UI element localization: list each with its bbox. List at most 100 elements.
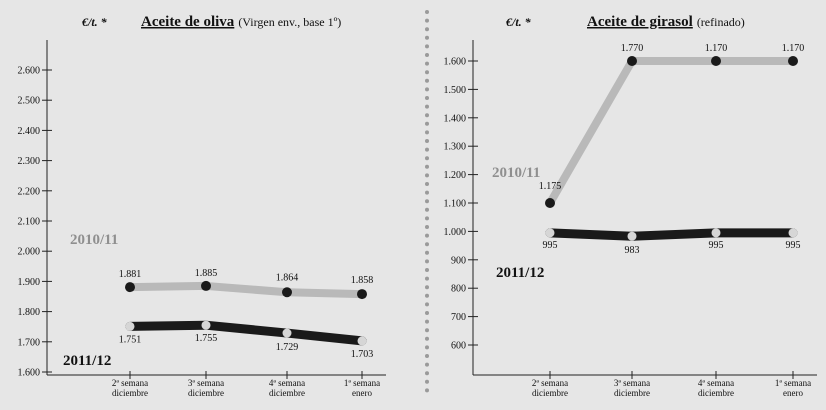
divider-dot (425, 354, 429, 358)
y-tick-label: 700 (451, 312, 466, 323)
y-tick-label: 1.100 (444, 199, 467, 210)
y-tick-label: 800 (451, 284, 466, 295)
series-name-label: 2010/11 (492, 165, 540, 181)
data-point (201, 320, 211, 330)
divider-dot (425, 268, 429, 272)
divider-dot (425, 78, 429, 83)
divider-dot (425, 53, 429, 57)
x-tick-label: diciembre (112, 388, 148, 398)
chart-title-group: Aceite de girasol (refinado) (587, 14, 745, 30)
divider-dot (425, 139, 429, 143)
data-point (201, 280, 211, 291)
data-label: 1.881 (119, 269, 142, 280)
y-tick-label: 600 (451, 341, 466, 352)
data-point (788, 228, 798, 238)
divider-dot (425, 242, 429, 247)
data-point (627, 56, 637, 66)
panel-divider (425, 10, 429, 393)
data-label: 1.751 (119, 334, 142, 345)
x-tick-label: 4ª semana (269, 378, 305, 388)
y-tick-label: 1.900 (18, 277, 41, 288)
y-tick-label: 1.700 (18, 337, 41, 348)
divider-dot (425, 44, 429, 49)
divider-dot (425, 285, 429, 290)
data-point (125, 282, 135, 293)
divider-dot (425, 311, 429, 315)
data-point (357, 336, 367, 346)
data-label: 995 (543, 240, 558, 251)
y-tick-label: 1.600 (444, 57, 467, 68)
y-tick-label: 1.500 (444, 85, 467, 96)
y-tick-label: 1.600 (18, 368, 41, 379)
x-tick-label: enero (352, 388, 372, 398)
divider-dot (425, 388, 429, 393)
y-tick-label: 1.400 (444, 113, 467, 124)
divider-dot (425, 87, 429, 92)
x-tick-label: 4ª semana (698, 378, 734, 388)
divider-dot (425, 328, 429, 333)
x-tick-label: diciembre (269, 388, 305, 398)
divider-dot (425, 173, 429, 178)
sunflower-oil-chart: €/t. * Aceite de girasol (refinado) 600 700 8… (444, 14, 817, 398)
divider-dot (425, 207, 429, 212)
chart-title: Aceite de girasol (587, 14, 693, 30)
divider-dot (425, 233, 429, 238)
data-label: 995 (786, 240, 801, 251)
divider-dot (425, 190, 429, 195)
y-tick-label: 2.100 (18, 217, 41, 228)
data-label: 1.729 (276, 342, 299, 353)
y-tick-label: 1.200 (444, 170, 467, 181)
y-tick-label: 2.600 (18, 66, 41, 77)
x-tick-label: enero (783, 388, 803, 398)
divider-dot (425, 121, 429, 126)
divider-dot (425, 302, 429, 307)
data-point (545, 228, 555, 238)
divider-dot (425, 319, 429, 324)
divider-dot (425, 130, 429, 135)
data-point (788, 56, 798, 66)
divider-dot (425, 104, 429, 109)
chart-subtitle: (Virgen env., base 1º) (238, 15, 341, 29)
divider-dot (425, 70, 429, 75)
series-name-label: 2011/12 (63, 353, 111, 369)
data-label: 1.755 (195, 333, 218, 344)
data-label: 1.858 (351, 275, 374, 286)
unit-label: €/t. * (81, 15, 108, 29)
series-name-label: 2010/11 (70, 232, 118, 248)
divider-dot (425, 276, 429, 281)
data-label: 995 (709, 240, 724, 251)
olive-oil-chart: €/t. * Aceite de oliva (Virgen env., base … (18, 14, 386, 398)
divider-dot (425, 164, 429, 169)
y-tick-label: 1.000 (444, 227, 467, 238)
divider-dot (425, 10, 429, 14)
x-tick-label: 3ª semana (614, 378, 650, 388)
x-tick-label: 1ª semana (775, 378, 811, 388)
data-point (282, 328, 292, 338)
divider-dot (425, 147, 429, 152)
data-point (545, 198, 555, 208)
data-label: 983 (625, 245, 640, 256)
chart-title: Aceite de oliva (141, 14, 235, 30)
data-label: 1.703 (351, 349, 374, 360)
x-tick-label: 2ª semana (112, 378, 148, 388)
divider-dot (425, 156, 429, 161)
chart-subtitle: (refinado) (697, 15, 745, 29)
y-tick-label: 2.500 (18, 96, 41, 107)
series-line (125, 320, 367, 346)
data-point (125, 321, 135, 331)
divider-dot (425, 345, 429, 350)
divider-dot (425, 216, 429, 221)
y-tick-label: 2.200 (18, 186, 41, 197)
divider-dot (425, 225, 429, 229)
divider-dot (425, 293, 429, 298)
divider-dot (425, 259, 429, 264)
data-label: 1.864 (276, 272, 299, 283)
divider-dot (425, 362, 429, 367)
data-label: 1.770 (621, 43, 644, 54)
divider-dot (425, 182, 429, 186)
data-point (711, 228, 721, 238)
chart-title-group: Aceite de oliva (Virgen env., base 1º) (141, 14, 341, 30)
x-tick-label: 2ª semana (532, 378, 568, 388)
y-tick-label: 2.300 (18, 156, 41, 167)
series-name-label: 2011/12 (496, 265, 544, 281)
